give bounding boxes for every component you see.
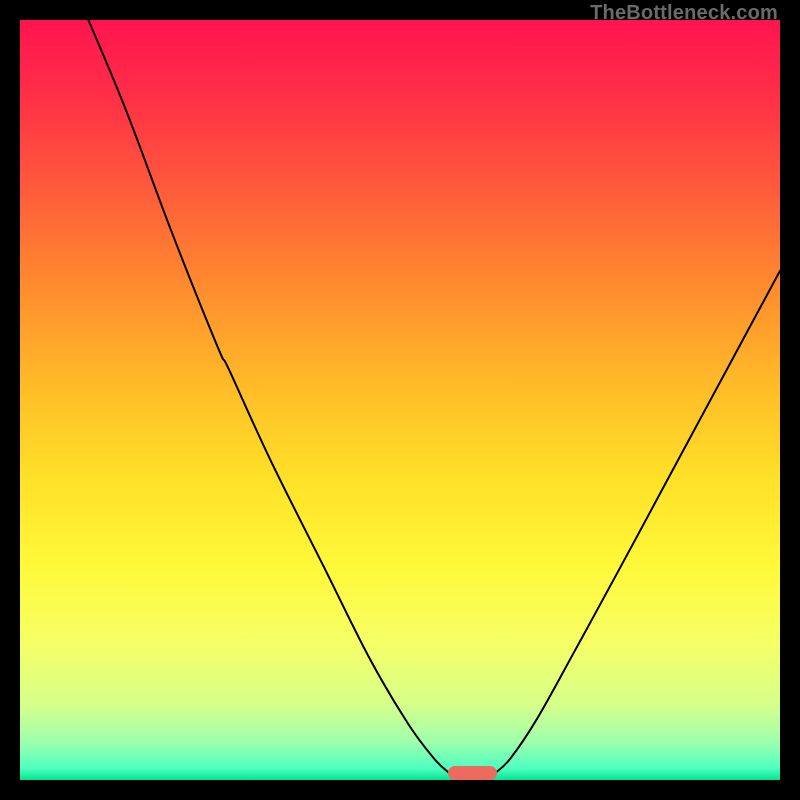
chart-container: TheBottleneck.com [0,0,800,800]
optimal-point-marker [448,766,497,780]
curve-right-branch [495,271,780,773]
plot-area [20,20,780,780]
curve-left-branch [88,20,449,773]
bottleneck-curve [20,20,780,780]
